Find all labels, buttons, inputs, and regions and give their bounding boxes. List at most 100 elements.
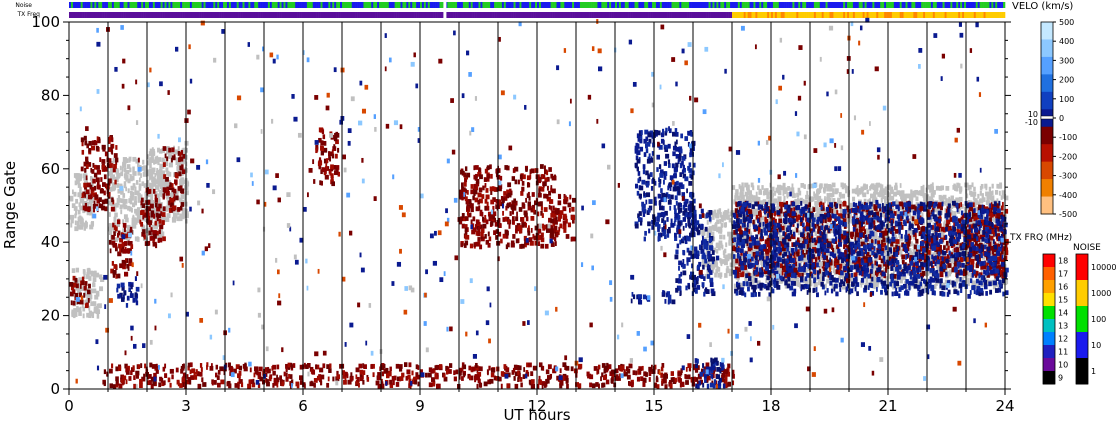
noise-strip-cell (821, 2, 824, 8)
ground_scatter-point (971, 219, 976, 225)
txfreq-strip-cell (538, 12, 542, 18)
txfreq-strip-cell (201, 12, 204, 18)
negative_velocity-point (480, 236, 485, 242)
txfreq-strip-cell (794, 12, 797, 18)
negative_velocity-point (319, 377, 322, 383)
negative_velocity-point (182, 382, 185, 388)
txfreq-strip-cell (488, 12, 491, 18)
ground_scatter-point (83, 270, 86, 275)
noise-strip-cell (492, 2, 495, 8)
ground_scatter-point (143, 183, 147, 188)
noise-strip-cell (250, 2, 253, 8)
noise-strip-cell (648, 2, 651, 8)
negative_velocity-point (162, 236, 166, 242)
noise-strip-cell (702, 2, 705, 8)
noise-strip-cell (558, 2, 561, 8)
negative_velocity-point (488, 236, 492, 242)
ground_scatter-point (908, 211, 911, 217)
ground_scatter-point (832, 192, 835, 198)
negative_velocity-point (571, 206, 575, 212)
ground_scatter-point (831, 284, 836, 289)
ground_scatter-point (848, 255, 853, 261)
ground_scatter-point (861, 274, 865, 279)
negative_velocity-point (475, 219, 479, 225)
negative_velocity-point (325, 163, 328, 169)
ground_scatter-point (819, 277, 823, 283)
ground_scatter-point (90, 311, 94, 317)
negative_velocity-point (463, 172, 467, 178)
negative_velocity-point (72, 289, 76, 295)
negative_velocity-point (502, 217, 506, 222)
negative_velocity-point (505, 233, 509, 239)
noise-strip-cell (240, 2, 243, 8)
negative_velocity-point (123, 271, 129, 277)
txfreq-strip-cell (148, 12, 152, 18)
ground_scatter-point (740, 194, 745, 200)
noise-strip-cell (174, 2, 177, 8)
ground_scatter-point (797, 258, 801, 264)
txfreq-strip-cell (113, 12, 117, 18)
ground_scatter-point (160, 231, 165, 237)
ground_scatter-point (1000, 195, 1003, 200)
txfreq-strip-cell (336, 12, 339, 18)
txfreq-strip-cell (478, 12, 481, 18)
ground_scatter-point (839, 194, 842, 199)
txfreq-strip-cell (733, 12, 737, 18)
noise-strip-cell (971, 2, 975, 8)
txfreq-strip-cell (531, 12, 534, 18)
noise-strip-cell (535, 2, 538, 8)
txfreq-strip-cell (540, 12, 544, 18)
negative_velocity-point (472, 188, 476, 194)
negative_velocity-point (661, 381, 664, 386)
noise-strip-cell (74, 2, 78, 8)
negative_velocity-point (731, 380, 735, 386)
negative_velocity-point (477, 171, 482, 177)
ground_scatter-point (159, 221, 163, 227)
negative_velocity-point (571, 218, 575, 224)
negative_velocity-point (500, 383, 503, 389)
negative_velocity-point (487, 379, 492, 385)
txfreq-strip-cell (895, 12, 899, 18)
noise-strip-cell (958, 2, 961, 8)
noise-strip-cell (211, 2, 214, 8)
negative_velocity-point (149, 362, 153, 368)
noise-strip-cell (767, 2, 770, 8)
ground_scatter-point (78, 202, 81, 208)
txfreq-strip-cell (683, 12, 686, 18)
txfreq-strip-cell (367, 12, 370, 18)
negative_velocity-point (121, 241, 126, 247)
noise-strip-cell (735, 2, 739, 8)
txfreq-strip-cell (860, 12, 863, 18)
negative_velocity-point (485, 205, 490, 211)
ground_scatter-point (121, 166, 124, 172)
txfreq-strip-cell (792, 12, 795, 18)
noise-strip-cell (254, 2, 257, 8)
ground_scatter-point (896, 190, 901, 195)
txfreq-strip-cell (579, 12, 583, 18)
ground_scatter-point (901, 190, 905, 196)
noise-strip-cell (147, 2, 150, 8)
negative_velocity-point (272, 382, 275, 388)
txfreq-strip-cell (987, 12, 990, 18)
txfreq-strip-cell (351, 12, 354, 18)
txfreq-strip-cell (667, 12, 670, 18)
ground_scatter-point (138, 177, 141, 183)
ground_scatter-point (149, 169, 152, 175)
txfreq-strip-cell (583, 12, 587, 18)
negative_velocity-point (530, 383, 535, 389)
negative_velocity-point (550, 225, 554, 230)
ground_scatter-point (865, 278, 869, 284)
negative_velocity-point (623, 371, 628, 377)
txfreq-strip-cell (293, 12, 296, 18)
txfreq-strip-cell (813, 12, 817, 18)
ground_scatter-point (947, 216, 951, 222)
noise-strip-cell (776, 2, 780, 8)
ground_scatter-point (733, 263, 736, 269)
negative_velocity-point (527, 201, 531, 207)
txfreq-strip-cell (406, 12, 409, 18)
txfreq-strip-cell (749, 12, 752, 18)
ground_scatter-point (866, 248, 869, 254)
ground_scatter-point (761, 226, 765, 232)
negative_velocity-point (490, 190, 493, 195)
txfreq-strip-cell (137, 12, 140, 18)
